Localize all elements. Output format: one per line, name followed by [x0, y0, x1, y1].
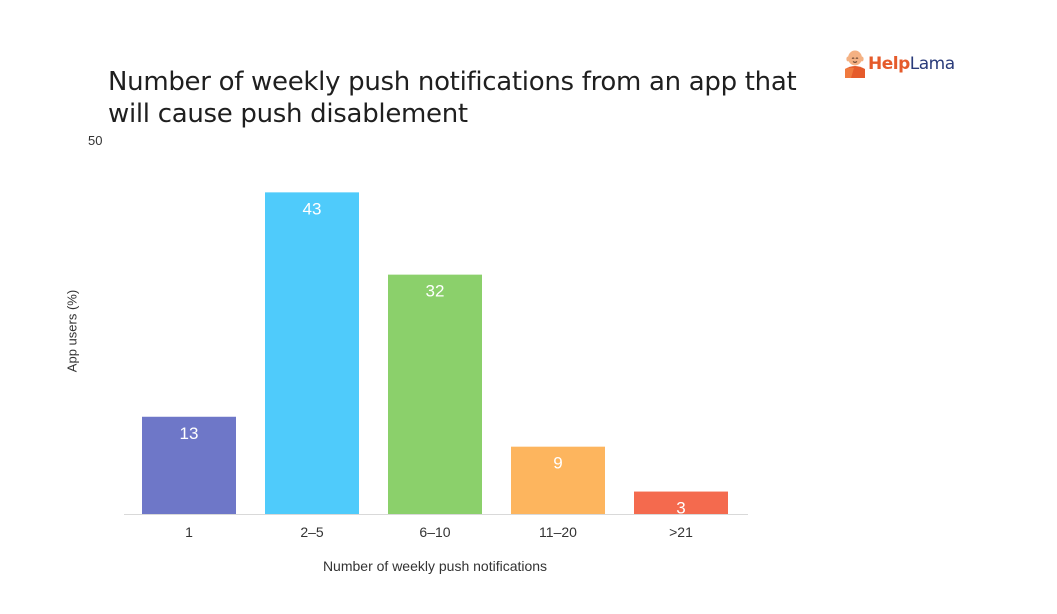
bar-value-label: 32: [426, 282, 445, 301]
x-tick-label: 11–20: [539, 524, 577, 540]
bar-value-label: 43: [303, 199, 322, 218]
bar-value-label: 13: [180, 424, 199, 443]
bar-4: [511, 446, 605, 514]
x-tick-label: 1: [185, 524, 193, 540]
x-tick-label: 6–10: [419, 524, 450, 540]
x-axis-label: Number of weekly push notifications: [322, 558, 548, 574]
bar-value-label: 9: [553, 454, 562, 473]
helplama-logo: HelpLama: [842, 44, 955, 84]
chart-title: Number of weekly push notifications from…: [108, 67, 797, 129]
x-tick-label: 2–5: [300, 524, 324, 540]
bar-5: [634, 491, 728, 514]
y-axis-max-label: 50: [88, 133, 103, 148]
logo-text-lama: Lama: [909, 54, 955, 74]
logo-text-help: Help: [868, 54, 910, 74]
bar-2: [265, 192, 359, 515]
bar-value-label: 3: [676, 499, 685, 518]
bar-3: [388, 274, 482, 514]
lama-mascot-icon: [845, 50, 865, 78]
bar-1: [142, 416, 236, 514]
x-tick-label: >21: [669, 524, 693, 540]
